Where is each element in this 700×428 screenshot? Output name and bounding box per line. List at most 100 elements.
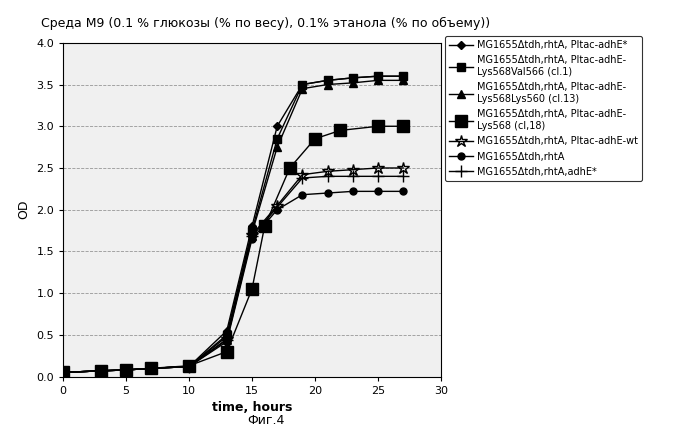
MG1655Δtdh,rhtA,adhE* <box>323 174 332 179</box>
MG1655Δtdh,rhtA, Pltac-adhE-
Lys568Val566 (cl.1) <box>59 370 67 375</box>
MG1655Δtdh,rhtA, Pltac-adhE-
Lys568Val566 (cl.1) <box>147 366 155 371</box>
MG1655Δtdh,rhtA <box>323 190 332 196</box>
MG1655Δtdh,rhtA,adhE* <box>59 370 67 375</box>
MG1655Δtdh,rhtA,adhE* <box>97 368 105 373</box>
MG1655Δtdh,rhtA, Pltac-adhE-wt <box>273 203 281 208</box>
MG1655Δtdh,rhtA,adhE* <box>147 366 155 371</box>
MG1655Δtdh,rhtA, Pltac-adhE* <box>273 124 281 129</box>
Line: MG1655Δtdh,rhtA, Pltac-adhE*: MG1655Δtdh,rhtA, Pltac-adhE* <box>60 74 406 375</box>
MG1655Δtdh,rhtA, Pltac-adhE-
Lys568 (cl,18) <box>185 363 193 369</box>
MG1655Δtdh,rhtA <box>223 339 231 344</box>
MG1655Δtdh,rhtA, Pltac-adhE-
Lys568Lys560 (cl.13) <box>349 80 357 86</box>
MG1655Δtdh,rhtA,adhE* <box>248 234 256 239</box>
MG1655Δtdh,rhtA, Pltac-adhE* <box>59 370 67 375</box>
MG1655Δtdh,rhtA, Pltac-adhE-
Lys568Lys560 (cl.13) <box>399 78 407 83</box>
MG1655Δtdh,rhtA, Pltac-adhE* <box>399 74 407 79</box>
MG1655Δtdh,rhtA, Pltac-adhE-wt <box>122 367 130 372</box>
MG1655Δtdh,rhtA, Pltac-adhE-
Lys568 (cl,18) <box>286 166 294 171</box>
MG1655Δtdh,rhtA, Pltac-adhE-
Lys568 (cl,18) <box>223 349 231 354</box>
MG1655Δtdh,rhtA, Pltac-adhE-
Lys568Val566 (cl.1) <box>273 136 281 141</box>
MG1655Δtdh,rhtA, Pltac-adhE-wt <box>223 336 231 342</box>
MG1655Δtdh,rhtA, Pltac-adhE-
Lys568 (cl,18) <box>122 367 130 372</box>
MG1655Δtdh,rhtA, Pltac-adhE-
Lys568 (cl,18) <box>374 124 382 129</box>
MG1655Δtdh,rhtA, Pltac-adhE-wt <box>298 172 307 177</box>
MG1655Δtdh,rhtA,adhE* <box>349 174 357 179</box>
MG1655Δtdh,rhtA, Pltac-adhE-
Lys568Val566 (cl.1) <box>122 367 130 372</box>
MG1655Δtdh,rhtA, Pltac-adhE-
Lys568Val566 (cl.1) <box>323 78 332 83</box>
Line: MG1655Δtdh,rhtA, Pltac-adhE-
Lys568 (cl,18): MG1655Δtdh,rhtA, Pltac-adhE- Lys568 (cl,… <box>57 121 409 378</box>
MG1655Δtdh,rhtA, Pltac-adhE-wt <box>399 166 407 171</box>
MG1655Δtdh,rhtA, Pltac-adhE* <box>374 74 382 79</box>
MG1655Δtdh,rhtA, Pltac-adhE* <box>97 368 105 373</box>
MG1655Δtdh,rhtA, Pltac-adhE* <box>147 366 155 371</box>
MG1655Δtdh,rhtA, Pltac-adhE-
Lys568 (cl,18) <box>248 286 256 291</box>
MG1655Δtdh,rhtA, Pltac-adhE-
Lys568 (cl,18) <box>59 370 67 375</box>
MG1655Δtdh,rhtA, Pltac-adhE-
Lys568 (cl,18) <box>147 366 155 371</box>
MG1655Δtdh,rhtA, Pltac-adhE-
Lys568Lys560 (cl.13) <box>185 364 193 369</box>
Line: MG1655Δtdh,rhtA, Pltac-adhE-
Lys568Lys560 (cl.13): MG1655Δtdh,rhtA, Pltac-adhE- Lys568Lys56… <box>59 76 407 377</box>
Line: MG1655Δtdh,rhtA, Pltac-adhE-wt: MG1655Δtdh,rhtA, Pltac-adhE-wt <box>57 162 410 379</box>
MG1655Δtdh,rhtA,adhE* <box>223 337 231 342</box>
MG1655Δtdh,rhtA <box>374 189 382 194</box>
MG1655Δtdh,rhtA, Pltac-adhE* <box>122 367 130 372</box>
MG1655Δtdh,rhtA, Pltac-adhE-
Lys568 (cl,18) <box>260 224 269 229</box>
X-axis label: time, hours: time, hours <box>212 401 292 414</box>
MG1655Δtdh,rhtA, Pltac-adhE-
Lys568Val566 (cl.1) <box>298 82 307 87</box>
MG1655Δtdh,rhtA, Pltac-adhE-
Lys568Lys560 (cl.13) <box>97 368 105 373</box>
MG1655Δtdh,rhtA, Pltac-adhE-
Lys568 (cl,18) <box>399 124 407 129</box>
Legend: MG1655Δtdh,rhtA, Pltac-adhE*, MG1655Δtdh,rhtA, Pltac-adhE-
Lys568Val566 (cl.1), : MG1655Δtdh,rhtA, Pltac-adhE*, MG1655Δtdh… <box>444 36 642 181</box>
MG1655Δtdh,rhtA, Pltac-adhE-
Lys568Val566 (cl.1) <box>97 368 105 373</box>
Text: Фиг.4: Фиг.4 <box>247 414 285 427</box>
MG1655Δtdh,rhtA, Pltac-adhE* <box>248 224 256 229</box>
MG1655Δtdh,rhtA <box>248 236 256 241</box>
MG1655Δtdh,rhtA, Pltac-adhE-
Lys568Lys560 (cl.13) <box>298 86 307 91</box>
MG1655Δtdh,rhtA <box>298 192 307 197</box>
MG1655Δtdh,rhtA, Pltac-adhE-
Lys568 (cl,18) <box>336 128 344 133</box>
MG1655Δtdh,rhtA, Pltac-adhE-
Lys568Lys560 (cl.13) <box>248 231 256 236</box>
MG1655Δtdh,rhtA, Pltac-adhE* <box>323 78 332 83</box>
MG1655Δtdh,rhtA,adhE* <box>185 364 193 369</box>
MG1655Δtdh,rhtA <box>147 366 155 371</box>
MG1655Δtdh,rhtA <box>349 189 357 194</box>
MG1655Δtdh,rhtA, Pltac-adhE-
Lys568Lys560 (cl.13) <box>323 82 332 87</box>
Line: MG1655Δtdh,rhtA,adhE*: MG1655Δtdh,rhtA,adhE* <box>57 171 409 378</box>
MG1655Δtdh,rhtA, Pltac-adhE* <box>223 328 231 333</box>
MG1655Δtdh,rhtA, Pltac-adhE-wt <box>59 370 67 375</box>
MG1655Δtdh,rhtA, Pltac-adhE-
Lys568Lys560 (cl.13) <box>147 366 155 371</box>
MG1655Δtdh,rhtA, Pltac-adhE-wt <box>185 364 193 369</box>
MG1655Δtdh,rhtA, Pltac-adhE-
Lys568Val566 (cl.1) <box>399 74 407 79</box>
MG1655Δtdh,rhtA, Pltac-adhE-wt <box>374 166 382 171</box>
MG1655Δtdh,rhtA <box>185 364 193 369</box>
MG1655Δtdh,rhtA,adhE* <box>298 175 307 181</box>
MG1655Δtdh,rhtA,adhE* <box>122 367 130 372</box>
MG1655Δtdh,rhtA,adhE* <box>399 174 407 179</box>
MG1655Δtdh,rhtA, Pltac-adhE-wt <box>323 169 332 174</box>
MG1655Δtdh,rhtA, Pltac-adhE-wt <box>97 368 105 373</box>
MG1655Δtdh,rhtA <box>122 367 130 372</box>
MG1655Δtdh,rhtA, Pltac-adhE-
Lys568Lys560 (cl.13) <box>273 145 281 150</box>
MG1655Δtdh,rhtA, Pltac-adhE-
Lys568 (cl,18) <box>311 136 319 141</box>
MG1655Δtdh,rhtA, Pltac-adhE-wt <box>147 366 155 371</box>
MG1655Δtdh,rhtA <box>97 368 105 373</box>
MG1655Δtdh,rhtA, Pltac-adhE-wt <box>349 167 357 172</box>
MG1655Δtdh,rhtA, Pltac-adhE-
Lys568Val566 (cl.1) <box>248 228 256 233</box>
MG1655Δtdh,rhtA,adhE* <box>273 205 281 210</box>
MG1655Δtdh,rhtA, Pltac-adhE* <box>185 364 193 369</box>
MG1655Δtdh,rhtA, Pltac-adhE* <box>298 82 307 87</box>
MG1655Δtdh,rhtA, Pltac-adhE-
Lys568Val566 (cl.1) <box>185 364 193 369</box>
MG1655Δtdh,rhtA, Pltac-adhE-
Lys568Lys560 (cl.13) <box>122 367 130 372</box>
MG1655Δtdh,rhtA, Pltac-adhE-
Lys568 (cl,18) <box>97 368 105 373</box>
MG1655Δtdh,rhtA, Pltac-adhE-
Lys568Lys560 (cl.13) <box>223 334 231 339</box>
Line: MG1655Δtdh,rhtA: MG1655Δtdh,rhtA <box>60 188 407 376</box>
MG1655Δtdh,rhtA, Pltac-adhE* <box>349 75 357 80</box>
Y-axis label: OD: OD <box>18 200 31 220</box>
MG1655Δtdh,rhtA, Pltac-adhE-
Lys568Val566 (cl.1) <box>223 332 231 337</box>
Text: Среда M9 (0.1 % глюкозы (% по весу), 0.1% этанола (% по объему)): Среда M9 (0.1 % глюкозы (% по весу), 0.1… <box>41 17 491 30</box>
Line: MG1655Δtdh,rhtA, Pltac-adhE-
Lys568Val566 (cl.1): MG1655Δtdh,rhtA, Pltac-adhE- Lys568Val56… <box>59 72 407 377</box>
MG1655Δtdh,rhtA, Pltac-adhE-
Lys568Lys560 (cl.13) <box>374 78 382 83</box>
MG1655Δtdh,rhtA,adhE* <box>374 174 382 179</box>
MG1655Δtdh,rhtA, Pltac-adhE-wt <box>248 232 256 238</box>
MG1655Δtdh,rhtA <box>399 189 407 194</box>
MG1655Δtdh,rhtA <box>59 370 67 375</box>
MG1655Δtdh,rhtA <box>273 207 281 212</box>
